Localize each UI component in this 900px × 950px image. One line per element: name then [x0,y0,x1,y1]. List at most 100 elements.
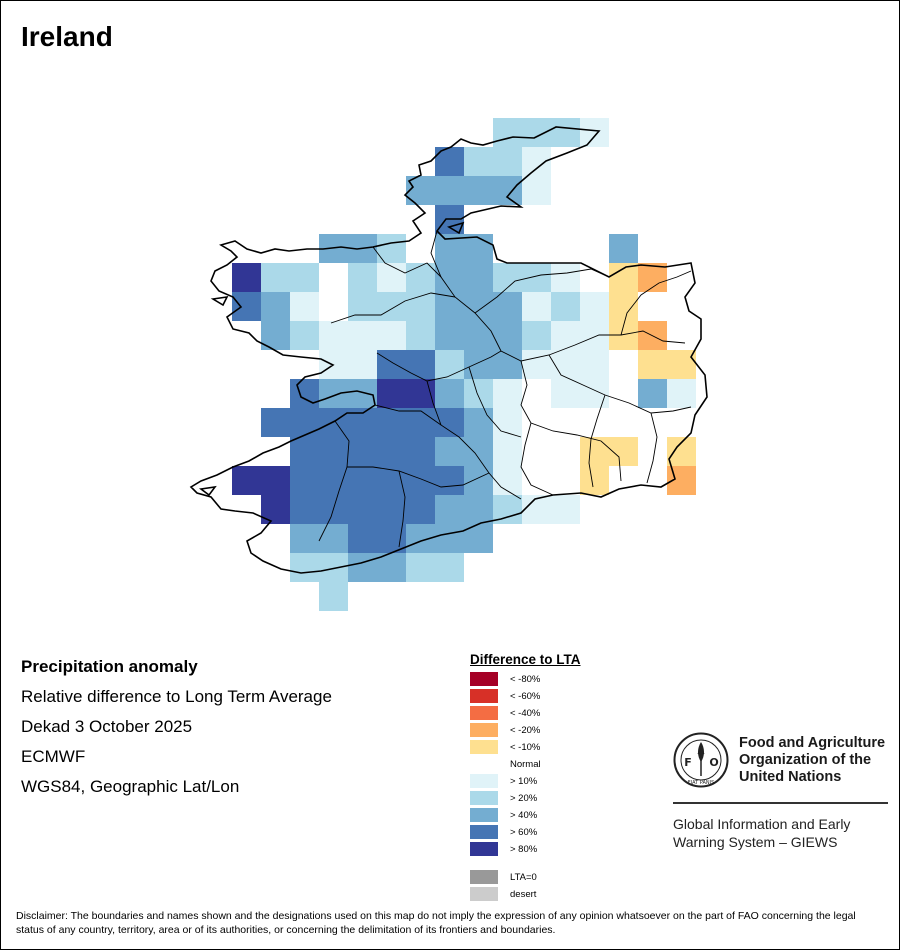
anomaly-cell [551,350,580,379]
giews-label: Global Information and Early Warning Sys… [673,815,850,851]
anomaly-cell [551,321,580,350]
info-projection: WGS84, Geographic Lat/Lon [21,777,240,796]
logo-letter-a: A [698,747,705,757]
anomaly-cell [290,263,319,292]
anomaly-cell [609,437,638,466]
anomaly-cell [261,408,290,437]
anomaly-cell [667,437,696,466]
anomaly-grid [232,118,696,611]
anomaly-cell [377,321,406,350]
anomaly-cell [435,553,464,582]
anomaly-cell [232,263,261,292]
anomaly-cell [522,350,551,379]
anomaly-cell [638,379,667,408]
legend-label: > 80% [510,844,538,855]
anomaly-cell [522,495,551,524]
legend-label: < -20% [510,725,541,736]
anomaly-cell [435,176,464,205]
anomaly-cell [580,321,609,350]
anomaly-cell [406,466,435,495]
anomaly-cell [580,466,609,495]
legend-extra-items: LTA=0 desert [470,869,650,903]
anomaly-cell [551,292,580,321]
legend-label: > 40% [510,810,538,821]
anomaly-cell [667,350,696,379]
coastline-outline [189,126,708,574]
legend-label: < -10% [510,742,541,753]
border-line [318,420,350,542]
anomaly-cell [290,379,319,408]
anomaly-cell [464,379,493,408]
anomaly-cell [319,379,348,408]
anomaly-cell [348,495,377,524]
anomaly-cell [377,292,406,321]
logo-motto: FIAT PANIS [688,780,715,786]
giews-line: Global Information and Early [673,816,851,832]
legend-items: < -80% < -60% < -40% < -20% < -10% Normal > 10… [470,671,650,858]
anomaly-cell [551,118,580,147]
legend-label: > 20% [510,793,538,804]
map-info: Precipitation anomaly Relative differenc… [21,656,332,806]
border-line [376,350,502,382]
anomaly-cell [667,379,696,408]
anomaly-cell [435,408,464,437]
legend-item: < -80% [470,671,650,688]
coast-islet [210,295,229,307]
anomaly-cell [435,292,464,321]
anomaly-map [189,118,708,611]
legend-label: < -80% [510,674,541,685]
legend-swatch [470,723,498,737]
anomaly-cell [435,321,464,350]
border-line [372,246,442,278]
anomaly-cell [464,350,493,379]
legend-swatch [470,825,498,839]
anomaly-cell [435,437,464,466]
anomaly-cell [580,437,609,466]
legend-title: Difference to LTA [470,652,581,667]
legend-item: desert [470,886,650,903]
legend-item: < -20% [470,722,650,739]
anomaly-cell [406,263,435,292]
anomaly-cell [609,292,638,321]
anomaly-cell [261,495,290,524]
anomaly-cell [319,524,348,553]
anomaly-cell [551,495,580,524]
legend-swatch [470,774,498,788]
info-period: Dekad 3 October 2025 [21,717,193,736]
anomaly-cell [377,350,406,379]
anomaly-cell [435,524,464,553]
anomaly-cell [232,292,261,321]
info-source: ECMWF [21,747,86,766]
border-line [374,404,442,426]
legend-swatch [470,757,498,771]
anomaly-cell [261,466,290,495]
logo-letter-o: O [709,756,718,769]
anomaly-cell [580,118,609,147]
legend-label: desert [510,889,537,900]
anomaly-cell [522,263,551,292]
border-line [588,394,606,488]
legend-item: > 60% [470,824,650,841]
anomaly-cell [493,350,522,379]
anomaly-cell [493,147,522,176]
anomaly-cell [319,466,348,495]
legend-swatch [470,870,498,884]
border-line [520,422,554,496]
legend: Difference to LTA < -80% < -60% < -40% < -2… [470,652,650,903]
legend-item: > 20% [470,790,650,807]
anomaly-cell [522,321,551,350]
anomaly-cell [290,292,319,321]
anomaly-cell [609,263,638,292]
anomaly-cell [290,553,319,582]
anomaly-cell [435,350,464,379]
anomaly-cell [406,553,435,582]
border-line [548,354,692,414]
anomaly-cell [261,263,290,292]
coastline [189,126,708,574]
anomaly-cell [609,234,638,263]
anomaly-cell [377,263,406,292]
coast-islet [447,221,465,235]
anomaly-cell [290,524,319,553]
giews-line: Warning System – GIEWS [673,834,838,850]
